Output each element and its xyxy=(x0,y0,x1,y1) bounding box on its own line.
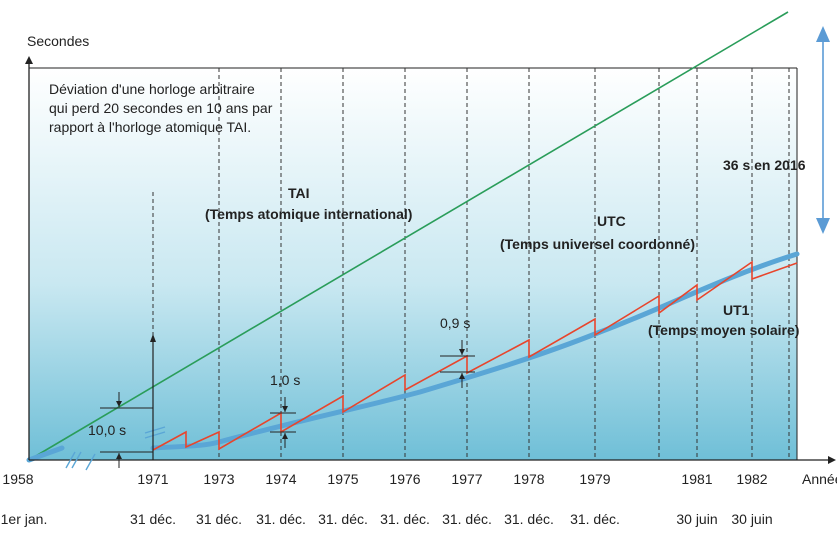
y-axis-label: Secondes xyxy=(27,33,89,49)
year-tick-label: 1971 xyxy=(137,471,168,487)
axis-break-marks xyxy=(65,426,166,471)
note-line-3: rapport à l'horloge atomique TAI. xyxy=(49,119,251,135)
date-tick-label: 31. déc. xyxy=(318,511,368,527)
date-tick-label: 1er jan. xyxy=(1,511,48,527)
y-axis-arrowhead xyxy=(25,56,33,64)
year-tick-label: 1974 xyxy=(265,471,296,487)
date-tick-label: 31 déc. xyxy=(196,511,242,527)
year-tick-label: 1981 xyxy=(681,471,712,487)
x-axis-arrowhead xyxy=(828,456,836,464)
year-tick-label: 1982 xyxy=(736,471,767,487)
ut1-full-name: (Temps moyen solaire) xyxy=(648,322,799,338)
year-tick-label: 1978 xyxy=(513,471,544,487)
break-mark xyxy=(85,453,96,471)
utc-line xyxy=(152,260,798,451)
date-tick-label: 30 juin xyxy=(676,511,717,527)
arrowhead xyxy=(116,453,122,459)
date-tick-label: 31. déc. xyxy=(504,511,554,527)
step-1s-label: 1,0 s xyxy=(270,372,300,388)
break-mark xyxy=(71,451,82,469)
year-tick-label: 1975 xyxy=(327,471,358,487)
date-tick-label: 31 déc. xyxy=(130,511,176,527)
arrowhead xyxy=(459,373,465,379)
date-tick-label: 31. déc. xyxy=(570,511,620,527)
note-line-2: qui perd 20 secondes en 10 ans par xyxy=(49,100,273,116)
utc-full-name: (Temps universel coordonné) xyxy=(500,236,695,252)
break-mark xyxy=(144,431,166,439)
tai-name: TAI xyxy=(288,185,310,201)
year-tick-label: 1979 xyxy=(579,471,610,487)
break-mark xyxy=(144,426,166,434)
date-tick-label: 31. déc. xyxy=(442,511,492,527)
year-tick-label: 1977 xyxy=(451,471,482,487)
note-line-1: Déviation d'une horloge arbitraire xyxy=(49,81,255,97)
arrowhead xyxy=(116,401,122,407)
utc-name: UTC xyxy=(597,213,626,229)
date-tick-label: 31. déc. xyxy=(380,511,430,527)
date-tick-label: 30 juin xyxy=(731,511,772,527)
step-10s-label: 10,0 s xyxy=(88,422,126,438)
arrowhead xyxy=(282,406,288,412)
arrowhead xyxy=(282,433,288,439)
offset-2016-arrowhead-top xyxy=(816,26,830,42)
year-tick-label: 1976 xyxy=(389,471,420,487)
break-mark xyxy=(65,451,76,469)
secondary-y-axis-arrowhead xyxy=(150,334,156,342)
year-gridlines xyxy=(218,68,790,460)
date-tick-label: 31. déc. xyxy=(256,511,306,527)
arrowhead xyxy=(459,349,465,355)
year-tick-label: 1973 xyxy=(203,471,234,487)
tai-line xyxy=(28,11,789,461)
step-09s-label: 0,9 s xyxy=(440,315,470,331)
offset-2016-arrowhead-bottom xyxy=(816,218,830,234)
year-tick-label: 1958 xyxy=(2,471,33,487)
ut1-name: UT1 xyxy=(723,302,750,318)
tai-full-name: (Temps atomique international) xyxy=(205,206,412,222)
x-axis-label: Année xyxy=(802,471,837,487)
offset-2016-label: 36 s en 2016 xyxy=(723,157,806,173)
